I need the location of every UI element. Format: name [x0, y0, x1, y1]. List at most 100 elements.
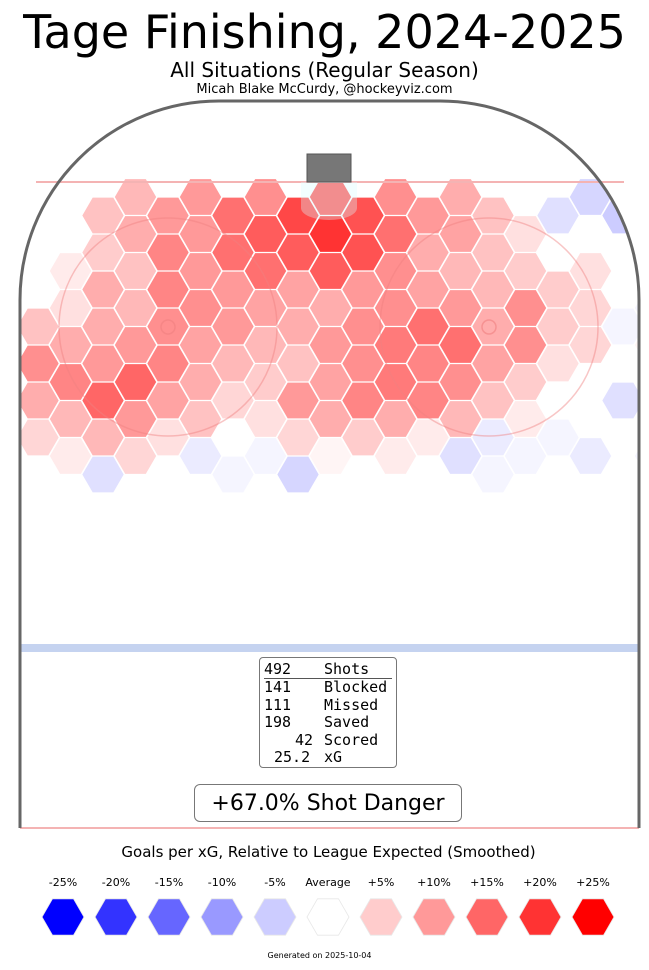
heat-hex	[341, 455, 385, 494]
heat-hex	[146, 270, 190, 309]
blue-line	[20, 644, 639, 652]
heat-hex	[81, 234, 125, 272]
heat-hex	[569, 215, 612, 253]
heat-hex	[406, 307, 450, 346]
legend-swatch	[465, 898, 509, 936]
heat-hex	[374, 252, 417, 290]
heat-hex	[439, 252, 482, 290]
legend-swatches: -25% -20% -15% -10% -5% Average +5% +10% +15% +20…	[41, 876, 615, 936]
heat-hex	[179, 252, 222, 290]
stat-value: 198	[264, 713, 292, 732]
goal-net	[306, 153, 352, 183]
legend-label: +25%	[576, 876, 610, 889]
heat-hex	[309, 400, 352, 438]
heat-hex	[146, 307, 190, 346]
page-title: Tage Finishing, 2024-2025	[23, 5, 626, 59]
heat-hex	[276, 455, 320, 494]
heat-hex	[146, 455, 190, 494]
heat-hex	[504, 400, 547, 438]
legend-label: Average	[305, 876, 350, 889]
stat-row-saved: 198 Saved	[264, 713, 396, 732]
heat-hex	[471, 381, 515, 420]
faceoff-circle-right	[379, 217, 599, 437]
heat-hex	[276, 197, 320, 234]
heat-hex	[49, 363, 92, 401]
rink-markings	[18, 99, 641, 829]
heat-hex	[341, 381, 385, 420]
heat-hex	[406, 344, 450, 383]
heat-hex	[309, 326, 352, 364]
heat-hex	[601, 381, 639, 420]
heat-hex	[536, 307, 580, 346]
heat-hex	[471, 344, 515, 383]
heat-hex	[406, 270, 450, 309]
heat-hex	[244, 289, 287, 327]
heat-hex	[20, 307, 60, 346]
heat-hex	[601, 455, 639, 494]
heat-hex	[276, 381, 320, 420]
heat-hex	[439, 215, 482, 253]
heat-hex	[211, 344, 255, 383]
legend-swatch	[200, 898, 244, 936]
heat-hex	[406, 455, 450, 494]
heat-hex	[569, 326, 612, 364]
heat-hex	[179, 437, 222, 475]
heat-hex	[439, 178, 482, 216]
heat-hex	[601, 307, 639, 346]
heat-hex	[211, 270, 255, 309]
heat-hex	[471, 455, 515, 494]
stat-value: 42	[294, 730, 313, 749]
heat-hex	[374, 363, 417, 401]
heat-hex	[49, 437, 92, 475]
legend-label: +20%	[523, 876, 557, 889]
heat-hex	[406, 418, 450, 457]
heat-hex	[634, 363, 639, 401]
heat-hex	[49, 326, 92, 364]
heat-hex	[276, 418, 320, 457]
heat-hex	[341, 197, 385, 234]
heat-hex	[569, 289, 612, 327]
faceoff-dot-left	[160, 319, 176, 335]
generated-date: Generated on 2025-10-04	[267, 951, 372, 960]
heat-hex	[276, 307, 320, 346]
heat-hex	[439, 363, 482, 401]
heat-hex	[536, 455, 580, 494]
heat-hex	[244, 326, 287, 364]
legend-label: +15%	[470, 876, 504, 889]
stat-row-shots: 492 Shots	[264, 660, 392, 680]
legend-swatch	[253, 898, 297, 936]
heat-hex	[114, 289, 157, 327]
heat-hex	[601, 270, 639, 309]
heat-hex	[211, 197, 255, 234]
legend-swatch	[94, 898, 138, 936]
heat-hex	[179, 400, 222, 438]
heat-hex	[309, 252, 352, 290]
heat-hex	[471, 307, 515, 346]
heat-hex	[601, 344, 639, 383]
legend-title: Goals per xG, Relative to League Expecte…	[121, 843, 536, 861]
stat-value: 492	[264, 660, 292, 678]
heat-hex	[81, 307, 125, 346]
heat-hex	[504, 289, 547, 327]
heat-hex	[536, 270, 580, 309]
heat-hex	[244, 400, 287, 438]
heat-hex	[601, 418, 639, 457]
hex-layer	[20, 178, 639, 494]
heat-hex	[569, 252, 612, 290]
heat-hex	[81, 381, 125, 420]
heat-hex	[471, 197, 515, 234]
heat-hex	[179, 363, 222, 401]
stat-row-scored: 42 Scored	[264, 730, 396, 749]
stat-label: Shots	[324, 660, 370, 678]
heat-hex	[81, 418, 125, 457]
heat-hex	[179, 326, 222, 364]
heat-hex	[309, 437, 352, 475]
heat-hex	[20, 270, 60, 309]
heat-hex	[471, 270, 515, 309]
legend-swatch	[359, 898, 403, 936]
heat-hex	[536, 418, 580, 457]
heat-hex	[244, 437, 287, 475]
heat-hex	[504, 437, 547, 475]
heat-hex	[211, 381, 255, 420]
